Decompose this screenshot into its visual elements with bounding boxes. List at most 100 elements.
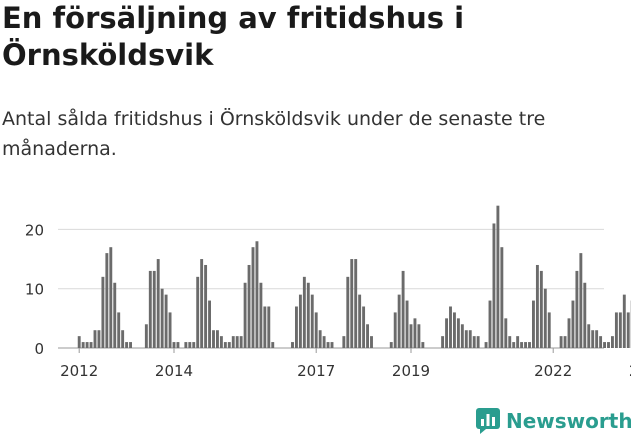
bar [212, 330, 215, 348]
bar [350, 259, 354, 348]
bar [520, 342, 524, 348]
bar [295, 306, 298, 348]
bar [559, 336, 563, 348]
bar [310, 294, 314, 348]
bar [168, 312, 172, 348]
bar [216, 330, 219, 348]
bar [579, 253, 583, 348]
bar [389, 342, 393, 348]
bar [595, 330, 599, 348]
bar [263, 306, 267, 348]
bar [603, 342, 606, 348]
bar [223, 342, 227, 348]
bar [227, 342, 231, 348]
bar [409, 324, 413, 348]
bar [322, 336, 326, 348]
bar [89, 342, 93, 348]
y-tick-label: 0 [34, 340, 44, 358]
bar [587, 324, 591, 348]
bar [358, 294, 362, 348]
bar [196, 276, 200, 348]
bar [460, 324, 464, 348]
page-subtitle: Antal sålda fritidshus i Örnsköldsvik un… [2, 108, 546, 160]
bar [342, 336, 346, 348]
bar [121, 330, 125, 348]
bar [504, 318, 508, 348]
y-tick-label: 20 [25, 221, 44, 239]
bar [468, 330, 472, 348]
bar [101, 276, 105, 348]
bar [512, 342, 516, 348]
bar [413, 318, 417, 348]
x-tick-label: 2024 [629, 362, 631, 380]
page-title: En försäljning av fritidshus i Örnskölds… [2, 1, 465, 72]
bar [476, 336, 480, 348]
brand-logo[interactable]: Newsworthy [476, 408, 631, 434]
bar [105, 253, 109, 348]
bar [567, 318, 571, 348]
bar [255, 241, 259, 348]
bar [611, 336, 614, 348]
bar [618, 312, 622, 348]
bar [306, 282, 310, 348]
bar [346, 276, 350, 348]
bar [543, 288, 547, 348]
x-tick-label: 2022 [534, 362, 572, 380]
bar [219, 336, 223, 348]
bar [113, 282, 117, 348]
bar [563, 336, 567, 348]
bar [500, 247, 504, 348]
bar [456, 318, 460, 348]
bar [571, 300, 575, 348]
bar [152, 270, 156, 348]
bar [172, 342, 176, 348]
bar [243, 282, 247, 348]
bar [259, 282, 263, 348]
bar [156, 259, 160, 348]
bar [393, 312, 397, 348]
bar [626, 312, 630, 348]
bar [535, 264, 539, 348]
bar [622, 294, 626, 348]
bar [318, 330, 322, 348]
bar [445, 318, 448, 348]
bar [109, 247, 113, 348]
bar [370, 336, 373, 348]
bar [405, 300, 409, 348]
bar-chart-logo-icon [476, 408, 500, 434]
bar [208, 300, 211, 348]
bar [129, 342, 132, 348]
bar [417, 324, 421, 348]
bar [484, 342, 488, 348]
bar [200, 259, 204, 348]
bar [441, 336, 445, 348]
bar [362, 306, 366, 348]
bar [302, 276, 306, 348]
bar [547, 312, 551, 348]
bar [366, 324, 369, 348]
bar [421, 342, 425, 348]
x-tick-label: 2012 [60, 362, 98, 380]
bar [539, 270, 543, 348]
bar [192, 342, 196, 348]
bar [492, 223, 496, 348]
bar [516, 336, 520, 348]
bar [77, 336, 81, 348]
bar [267, 306, 271, 348]
bar [326, 342, 330, 348]
y-tick-label: 10 [25, 281, 44, 299]
bar [453, 312, 456, 348]
bar [239, 336, 243, 348]
bar [528, 342, 531, 348]
bar [231, 336, 235, 348]
bar [583, 282, 587, 348]
bar [144, 324, 148, 348]
bar [298, 294, 302, 348]
bar [496, 205, 500, 348]
x-tick-label: 2014 [155, 362, 193, 380]
bar [117, 312, 121, 348]
bar [85, 342, 89, 348]
bar [524, 342, 527, 348]
bar [532, 300, 535, 348]
